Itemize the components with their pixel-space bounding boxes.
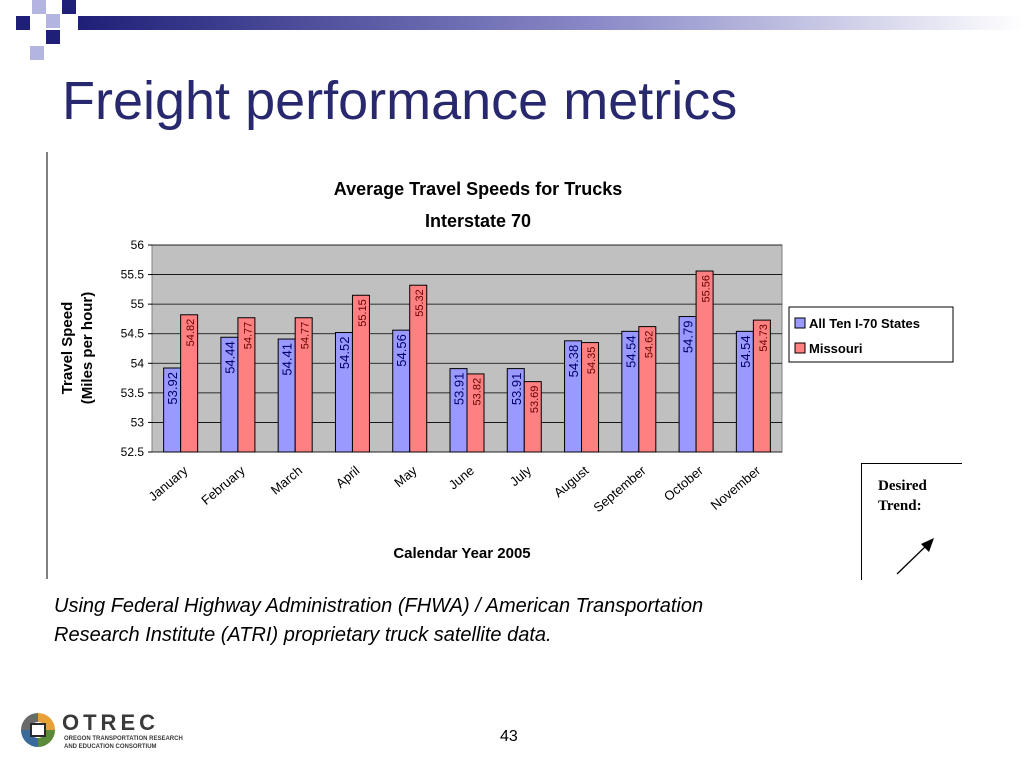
decor-square-dark-3 <box>62 0 76 14</box>
desired-trend-line2: Trend: <box>878 498 922 514</box>
y-tick-label: 53.5 <box>121 386 145 400</box>
bar-data-label: 53.91 <box>509 373 524 406</box>
legend-label-missouri: Missouri <box>809 341 862 356</box>
bar-data-label: 53.69 <box>529 386 541 414</box>
data-source-caption: Using Federal Highway Administration (FH… <box>54 592 934 650</box>
y-tick-label: 53 <box>131 415 145 429</box>
y-axis-label-line2: (Miles per hour) <box>79 292 96 405</box>
y-axis-label-line1: Travel Speed <box>59 302 76 395</box>
bar-data-label: 54.62 <box>643 331 655 359</box>
logo-sub-line1: OREGON TRANSPORTATION RESEARCH <box>64 736 183 742</box>
x-tick-label: July <box>507 462 535 489</box>
x-tick-label: May <box>391 462 420 490</box>
bar-data-label: 54.41 <box>280 343 295 376</box>
bar-data-label: 55.56 <box>701 275 713 303</box>
decor-square-light-1 <box>32 0 46 14</box>
legend-box <box>788 306 954 363</box>
bar-data-label: 54.56 <box>394 334 409 367</box>
decor-square-light-2 <box>46 14 60 28</box>
bar-missouri <box>294 317 313 453</box>
bar-data-label: 54.38 <box>566 345 581 378</box>
y-tick-labels: 52.5 53 53.5 54 54.5 55 55.5 56 <box>121 238 145 459</box>
legend-label-all-states: All Ten I-70 States <box>809 316 920 331</box>
otrec-emblem-icon <box>21 713 55 747</box>
x-tick-label: March <box>268 463 305 498</box>
trend-up-arrow-icon <box>896 538 934 575</box>
bar-missouri <box>695 270 714 453</box>
bar-data-label: 54.54 <box>623 335 638 368</box>
bar-data-label: 54.79 <box>681 321 696 354</box>
bar-data-label: 54.77 <box>242 322 254 350</box>
bar-data-label: 53.82 <box>472 378 484 406</box>
bar-missouri <box>351 294 370 453</box>
decor-gradient-bar <box>78 16 1024 30</box>
x-tick-label: August <box>551 463 592 501</box>
desired-trend-line1: Desired <box>878 478 927 494</box>
x-tick-label: October <box>661 462 707 504</box>
logo-sub-line2: AND EDUCATION CONSORTIUM <box>64 744 157 750</box>
caption-line1: Using Federal Highway Administration (FH… <box>54 595 704 617</box>
desired-trend-box: Desired Trend: <box>861 463 962 580</box>
bar-missouri <box>523 381 542 453</box>
legend: All Ten I-70 States Missouri <box>788 306 954 363</box>
otrec-logo: OTREC OREGON TRANSPORTATION RESEARCH AND… <box>18 708 188 756</box>
slide-title: Freight performance metrics <box>62 71 738 131</box>
y-tick-label: 55.5 <box>121 268 145 282</box>
bar-data-label: 55.15 <box>357 299 369 327</box>
bar-data-label: 54.44 <box>222 341 237 374</box>
bar-data-label: 54.82 <box>185 319 197 347</box>
x-tick-labels: January February March April May June July Augu… <box>145 462 763 515</box>
y-tick-label: 56 <box>131 238 145 252</box>
bar-missouri <box>466 373 485 453</box>
caption-line2: Research Institute (ATRI) proprietary tr… <box>54 624 552 646</box>
bar-data-label: 54.54 <box>738 335 753 368</box>
decor-square-dark-2 <box>46 30 60 44</box>
x-tick-label: September <box>590 462 649 515</box>
x-tick-label: February <box>198 462 248 507</box>
decor-square-dark-1 <box>16 16 30 30</box>
y-tick-label: 54.5 <box>121 327 145 341</box>
decor-square-light-3 <box>30 46 44 60</box>
bar-missouri <box>581 342 600 453</box>
bar-missouri <box>638 326 657 453</box>
x-tick-label: November <box>708 462 764 512</box>
y-tick-label: 52.5 <box>121 445 145 459</box>
x-tick-label: April <box>333 463 363 491</box>
y-tick-label: 54 <box>131 356 145 370</box>
desired-trend-label: Desired Trend: <box>878 476 927 516</box>
page-number: 43 <box>500 728 518 745</box>
chart-title-line1: Average Travel Speeds for Trucks <box>334 179 622 199</box>
bar-data-label: 54.35 <box>586 347 598 375</box>
bar-data-label: 54.52 <box>337 337 352 370</box>
chart-title-line2: Interstate 70 <box>425 211 531 231</box>
bar-data-label: 53.92 <box>165 372 180 405</box>
bar-missouri <box>237 317 256 453</box>
logo-subtitle: OREGON TRANSPORTATION RESEARCH AND EDUCA… <box>64 735 194 751</box>
bar-missouri <box>409 284 428 453</box>
bar-data-label: 53.91 <box>452 373 467 406</box>
bar-data-label: 54.73 <box>758 324 770 352</box>
legend-swatch-all-states <box>794 317 806 329</box>
bars: 53.92 54.82 54.44 54.77 54.41 54.77 54.52 55.15… <box>163 270 771 453</box>
logo-wordmark: OTREC <box>62 710 159 735</box>
x-axis-label: Calendar Year 2005 <box>393 545 530 562</box>
x-tick-label: June <box>446 463 477 493</box>
bar-missouri <box>752 319 771 453</box>
x-tick-label: January <box>145 462 190 504</box>
bar-data-label: 54.77 <box>300 322 312 350</box>
legend-swatch-missouri <box>794 342 806 354</box>
y-tick-label: 55 <box>131 297 145 311</box>
bar-data-label: 55.32 <box>414 289 426 317</box>
bar-missouri <box>180 314 199 453</box>
